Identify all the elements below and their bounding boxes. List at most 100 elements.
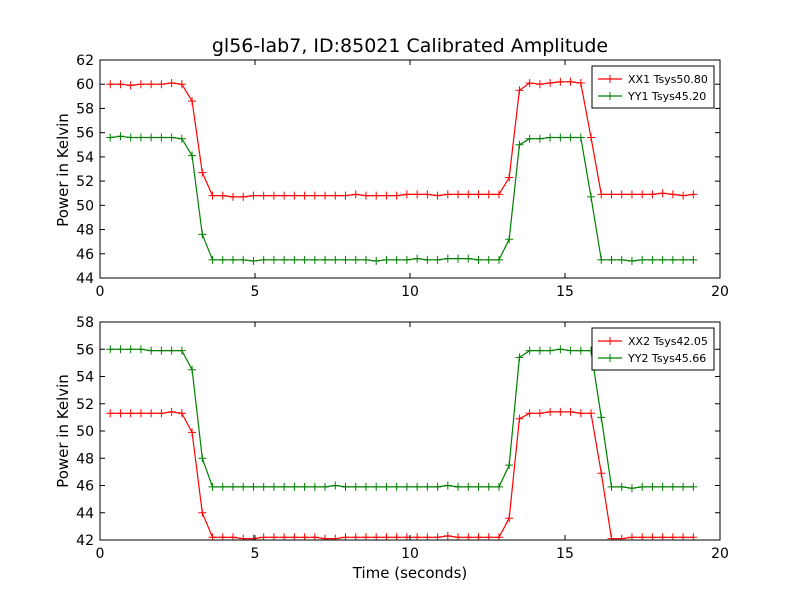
x-tick-label: 10	[401, 284, 419, 300]
data-point-marker	[638, 482, 647, 491]
data-point-marker	[566, 407, 575, 416]
data-point-marker	[249, 534, 258, 540]
data-point-marker	[259, 191, 268, 200]
y-tick-label: 54	[76, 370, 94, 386]
data-point-marker	[126, 345, 135, 354]
data-point-marker	[607, 190, 616, 199]
bottom-xlabel: Time (seconds)	[352, 564, 468, 582]
data-point-marker	[392, 255, 401, 264]
data-point-marker	[331, 191, 340, 200]
data-point-marker	[136, 409, 145, 418]
y-tick-label: 44	[76, 271, 94, 287]
y-tick-label: 62	[76, 53, 94, 69]
data-point-marker	[300, 255, 309, 264]
data-point-marker	[208, 255, 217, 264]
data-point-marker	[525, 346, 534, 355]
data-point-marker	[188, 428, 197, 437]
legend: XX1 Tsys50.80 YY1 Tsys45.20	[591, 65, 715, 109]
data-point-marker	[147, 346, 156, 355]
data-point-marker	[372, 482, 381, 491]
data-point-marker	[648, 190, 657, 199]
data-point-marker	[310, 255, 319, 264]
data-point-marker	[116, 80, 125, 89]
data-point-marker	[106, 80, 115, 89]
data-point-marker	[464, 190, 473, 199]
x-tick-label: 0	[96, 546, 105, 562]
data-point-marker	[597, 413, 606, 422]
data-point-marker	[494, 190, 503, 199]
data-point-marker	[147, 133, 156, 142]
data-point-marker	[106, 133, 115, 142]
data-point-marker	[136, 133, 145, 142]
data-point-marker	[218, 255, 227, 264]
y-tick-label: 56	[76, 342, 94, 358]
data-point-marker	[556, 407, 565, 416]
data-point-marker	[208, 482, 217, 491]
data-point-marker	[239, 534, 248, 540]
x-tick-label: 5	[251, 546, 260, 562]
data-point-marker	[638, 190, 647, 199]
data-point-marker	[259, 255, 268, 264]
data-point-marker	[321, 191, 330, 200]
data-point-marker	[188, 365, 197, 374]
data-point-marker	[321, 534, 330, 540]
data-point-marker	[188, 97, 197, 106]
data-point-marker	[587, 133, 596, 142]
data-point-marker	[290, 482, 299, 491]
data-point-marker	[280, 191, 289, 200]
data-point-marker	[188, 151, 197, 160]
data-point-marker	[218, 482, 227, 491]
data-point-marker	[218, 191, 227, 200]
data-point-marker	[679, 482, 688, 491]
data-point-marker	[515, 140, 524, 149]
data-point-marker	[126, 133, 135, 142]
chart-panel-1: 0 5 10 15 20 44 46 48 50 52 54 56 58 60 62 XX1 Tsys50.8…	[76, 53, 729, 300]
data-point-marker	[597, 469, 606, 478]
data-point-marker	[228, 482, 237, 491]
x-tick-label: 15	[556, 546, 574, 562]
data-point-marker	[566, 346, 575, 355]
x-tick-label: 0	[96, 284, 105, 300]
data-point-marker	[331, 481, 340, 490]
y-tick-label: 44	[76, 506, 94, 522]
series-1-2	[106, 132, 698, 266]
data-point-marker	[607, 482, 616, 491]
y-tick-label: 52	[76, 174, 94, 190]
series-line	[110, 81, 694, 198]
data-point-marker	[607, 255, 616, 264]
data-point-marker	[525, 409, 534, 418]
data-point-marker	[382, 191, 391, 200]
data-point-marker	[627, 257, 636, 266]
data-point-marker	[474, 482, 483, 491]
legend-box	[591, 65, 715, 109]
data-point-marker	[658, 482, 667, 491]
data-point-marker	[515, 353, 524, 362]
data-point-marker	[443, 481, 452, 490]
data-point-marker	[515, 86, 524, 95]
data-point-marker	[423, 482, 432, 491]
data-point-marker	[627, 190, 636, 199]
data-point-marker	[668, 255, 677, 264]
y-tick-label: 48	[76, 451, 94, 467]
chart-panel-2: 0 5 10 15 20 42 44 46 48 50 52 54 56 58 XX2 Tsys42.05 Y…	[76, 315, 729, 562]
data-point-marker	[658, 255, 667, 264]
data-point-marker	[372, 191, 381, 200]
data-point-marker	[249, 482, 258, 491]
data-point-marker	[249, 257, 258, 266]
data-point-marker	[177, 409, 186, 418]
data-point-marker	[351, 255, 360, 264]
data-point-marker	[361, 482, 370, 491]
data-point-marker	[310, 191, 319, 200]
data-point-marker	[351, 190, 360, 199]
series-line	[110, 348, 694, 489]
data-point-marker	[638, 255, 647, 264]
data-point-marker	[484, 255, 493, 264]
x-tick-label: 20	[711, 284, 729, 300]
x-tick-label: 20	[711, 546, 729, 562]
data-point-marker	[106, 409, 115, 418]
data-point-marker	[167, 346, 176, 355]
data-point-marker	[535, 80, 544, 89]
data-point-marker	[494, 482, 503, 491]
data-point-marker	[464, 482, 473, 491]
